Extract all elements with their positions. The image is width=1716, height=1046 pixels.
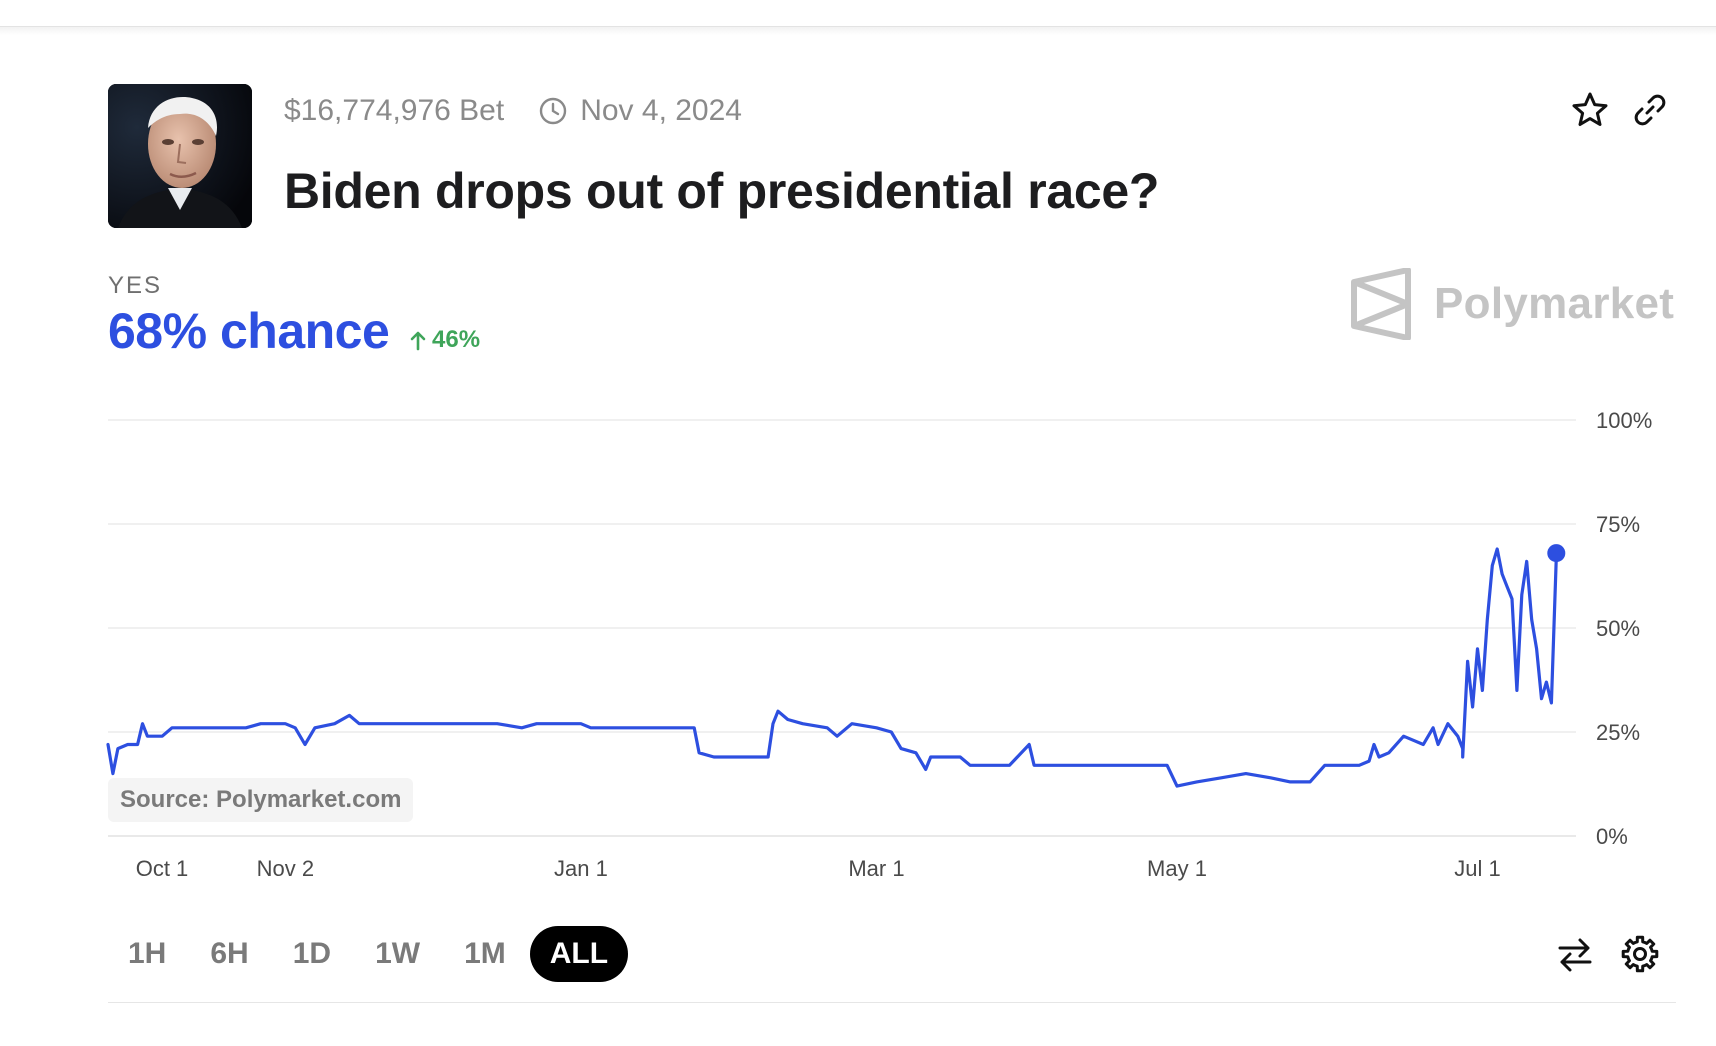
range-button-1m[interactable]: 1M [464,937,506,970]
swap-arrows-icon[interactable] [1556,936,1594,974]
top-divider-shadow [0,27,1716,35]
chance-value: 68% chance [108,303,390,359]
change-badge: 46% [408,326,480,354]
change-value: 46% [432,326,481,353]
price-chart: 0% 25% 50% 75% 100% Oct 1 Nov 2 Jan 1 Mar 1 May … [106,408,1652,881]
end-date-text: Nov 4, 2024 [580,94,742,127]
market-title: Biden drops out of presidential race? [284,163,1160,219]
outcome-label: YES [108,272,163,299]
time-range-selector: 1H 6H 1D 1W 1M ALL [108,926,632,982]
market-meta: $16,774,976 Bet Nov 4, 2024 [284,93,742,129]
x-tick-label: Jan 1 [554,856,608,881]
x-tick-label: Jul 1 [1454,856,1500,881]
brand-name: Polymarket [1434,279,1675,328]
y-tick-label: 50% [1596,616,1640,641]
x-tick-label: Mar 1 [848,856,904,881]
y-tick-label: 25% [1596,720,1640,745]
range-button-1h[interactable]: 1H [128,937,167,970]
y-tick-label: 0% [1596,824,1628,849]
link-icon[interactable] [1632,92,1668,128]
x-tick-label: May 1 [1147,856,1207,881]
top-divider [0,26,1716,27]
yes-price-line [106,547,1558,788]
current-price-marker [1547,544,1566,563]
x-tick-label: Oct 1 [136,856,189,881]
gear-icon[interactable] [1620,934,1660,974]
arrow-up-icon [410,331,426,351]
polymarket-logo-icon [1351,268,1411,340]
clock-icon [540,97,567,125]
y-tick-label: 75% [1596,512,1640,537]
range-button-1d[interactable]: 1D [292,937,332,970]
x-tick-label: Nov 2 [257,856,314,881]
range-button-all[interactable]: ALL [529,926,629,982]
market-image [108,84,252,228]
star-icon[interactable] [1570,90,1610,130]
source-label: Source: Polymarket.com [108,778,414,822]
volume-text: $16,774,976 Bet [284,94,505,127]
brand-logo: Polymarket [1350,268,1674,340]
bottom-divider [108,1002,1676,1003]
y-tick-label: 100% [1596,408,1652,433]
range-button-1w[interactable]: 1W [375,937,421,970]
portrait-image [108,84,252,228]
range-button-6h[interactable]: 6H [210,937,249,970]
